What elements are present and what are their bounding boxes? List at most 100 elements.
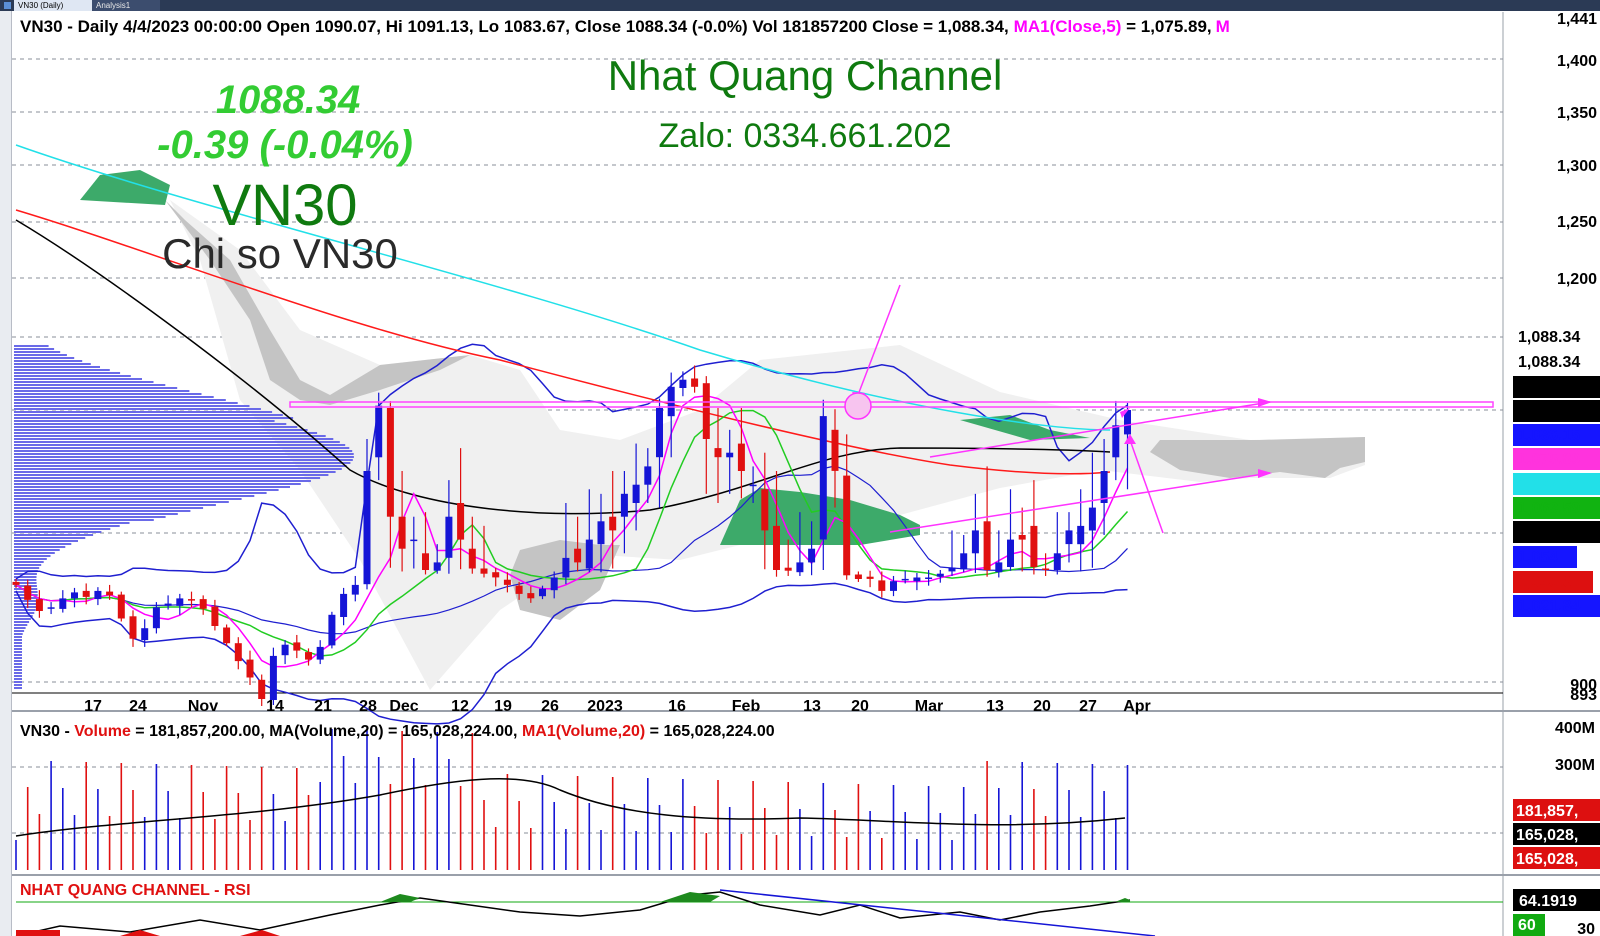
cloud-area bbox=[170, 200, 1365, 690]
volume-profile-bar bbox=[14, 555, 51, 557]
price-label: 1,072.75 bbox=[1518, 476, 1580, 493]
volume-profile-bar bbox=[14, 648, 22, 650]
volume-label-box bbox=[1513, 823, 1600, 845]
candle-body bbox=[737, 443, 745, 471]
volume-profile-bar bbox=[14, 504, 216, 506]
price-label: 1,054 bbox=[1518, 549, 1558, 566]
candle-body bbox=[726, 452, 734, 458]
candle-body bbox=[269, 655, 277, 700]
volume-profile-bar bbox=[14, 501, 229, 503]
volume-profile-bar bbox=[14, 510, 191, 512]
candle-body bbox=[1053, 553, 1061, 570]
volume-profile-bar bbox=[14, 639, 22, 641]
ma100-line bbox=[15, 209, 1111, 475]
candle-body bbox=[808, 548, 816, 563]
volume-profile-bar bbox=[14, 663, 22, 665]
cloud-gray bbox=[1150, 437, 1365, 478]
volume-profile-bar bbox=[14, 423, 287, 425]
candle-body bbox=[199, 599, 207, 609]
volume-profile-bar bbox=[14, 450, 353, 452]
volume-profile-bar bbox=[14, 549, 60, 551]
candle-body bbox=[234, 643, 242, 662]
volume-profile-bar bbox=[14, 348, 55, 350]
pointer-arrow bbox=[857, 284, 901, 396]
x-tick-label: 16 bbox=[668, 698, 686, 715]
volume-profile-bar bbox=[14, 678, 22, 680]
candle-body bbox=[223, 627, 231, 644]
volume-profile-bar bbox=[14, 564, 42, 566]
volume-profile-bar bbox=[14, 438, 334, 440]
volume-profile-bar bbox=[14, 600, 38, 602]
candle-body bbox=[983, 521, 991, 570]
volume-profile-bar bbox=[14, 420, 275, 422]
volume-profile-bar bbox=[14, 525, 120, 527]
volume-profile-bar bbox=[14, 513, 178, 515]
candle-body bbox=[117, 594, 125, 619]
candle-body bbox=[925, 577, 933, 579]
volume-profile-bar bbox=[14, 459, 353, 461]
tab-bar: VN30 (Daily) Analysis1 bbox=[0, 0, 1600, 11]
volume-profile-bar bbox=[14, 660, 22, 662]
candle-body bbox=[913, 577, 921, 582]
y-tick-label: 1,400 bbox=[1557, 53, 1597, 70]
candle-body bbox=[656, 408, 663, 458]
channel-contact: Zalo: 0334.661.202 bbox=[658, 117, 951, 155]
candle-body bbox=[890, 581, 897, 591]
volume-profile-bar bbox=[14, 624, 28, 626]
candle-body bbox=[749, 484, 757, 487]
volume-label: 165,028, bbox=[1516, 851, 1578, 868]
tab-analysis1[interactable]: Analysis1 bbox=[92, 0, 160, 11]
volume-profile-bar bbox=[14, 573, 37, 575]
candle-body bbox=[503, 579, 511, 585]
price-label-box bbox=[1513, 571, 1593, 593]
tab-vn30-daily[interactable]: VN30 (Daily) bbox=[14, 0, 94, 11]
x-tick-label: 21 bbox=[314, 698, 332, 715]
x-tick-label: 13 bbox=[986, 698, 1004, 715]
x-tick-label: Dec bbox=[389, 698, 418, 715]
candle-body bbox=[1112, 425, 1120, 458]
volume-profile-bar bbox=[14, 363, 91, 365]
candle-body bbox=[433, 562, 441, 571]
volume-profile-bar bbox=[14, 687, 22, 689]
cloud-green bbox=[80, 170, 170, 205]
volume-profile-bar bbox=[14, 372, 121, 374]
price-label-box bbox=[1513, 497, 1600, 519]
candle-body bbox=[866, 576, 874, 579]
volume-profile-bar bbox=[14, 465, 347, 467]
volume-profile-bar bbox=[14, 645, 22, 647]
candle-body bbox=[936, 573, 944, 577]
candle-body bbox=[59, 598, 67, 609]
candle-body bbox=[422, 553, 429, 570]
volume-profile-bar bbox=[14, 384, 166, 386]
candle-body bbox=[960, 553, 968, 570]
price-label-box bbox=[1513, 546, 1577, 568]
price-label-box bbox=[1513, 400, 1600, 422]
volume-profile-bar bbox=[14, 432, 318, 434]
resistance-zone bbox=[289, 401, 1494, 408]
x-tick-label: Nov bbox=[188, 698, 218, 715]
volume-profile-bar bbox=[14, 576, 37, 578]
volume-profile-bar bbox=[14, 519, 154, 521]
volume-profile-bar bbox=[14, 522, 130, 524]
volume-profile-bar bbox=[14, 567, 40, 569]
candle-body bbox=[1077, 525, 1085, 545]
volume-profile-bar bbox=[14, 495, 255, 497]
price-label-box bbox=[1513, 424, 1600, 446]
volume-ma-line bbox=[15, 778, 1126, 837]
candle-body bbox=[445, 516, 453, 558]
candle-body bbox=[12, 581, 20, 585]
candle-body bbox=[468, 548, 476, 569]
candle-body bbox=[258, 679, 266, 699]
candle-body bbox=[47, 607, 55, 609]
candle-body bbox=[632, 484, 640, 503]
lower-band bbox=[15, 582, 1128, 725]
volume-profile-bar bbox=[14, 654, 22, 656]
x-tick-label: 27 bbox=[1079, 698, 1097, 715]
rsi-line bbox=[15, 891, 1131, 936]
arrow-head bbox=[1258, 398, 1272, 407]
candle-body bbox=[82, 590, 90, 597]
volume-profile-bar bbox=[14, 552, 55, 554]
volume-profile-bar bbox=[14, 531, 102, 533]
volume-profile-bar bbox=[14, 399, 226, 401]
